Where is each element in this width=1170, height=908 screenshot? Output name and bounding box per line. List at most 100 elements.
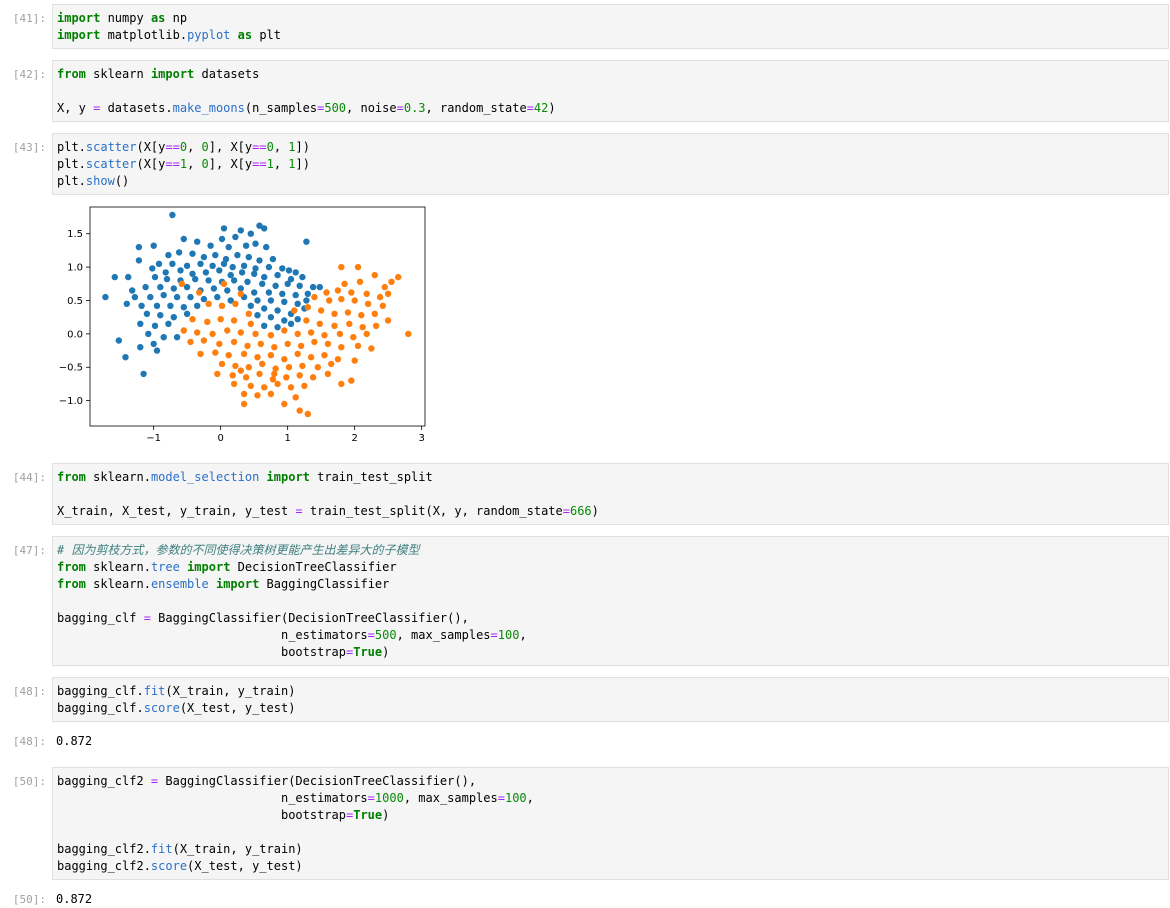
code-token: X_train, X_test, y_train, y_test	[57, 504, 296, 518]
scatter-point-series-1	[257, 340, 264, 348]
scatter-point-series-1	[405, 330, 412, 338]
code-token: 1	[288, 140, 296, 154]
code-line[interactable]: n_estimators=1000, max_samples=100,	[57, 790, 534, 807]
scatter-point-series-0	[183, 310, 191, 317]
scatter-point-series-0	[145, 330, 152, 338]
code-cell[interactable]: bagging_clf.fit(X_train, y_train) bagging…	[52, 677, 1169, 722]
code-line[interactable]: from sklearn import datasets	[57, 66, 259, 83]
scatter-point-series-1	[240, 390, 248, 398]
code-token: 100	[504, 791, 527, 805]
code-line[interactable]: plt.show()	[57, 173, 129, 190]
scatter-point-series-0	[135, 243, 143, 251]
code-line[interactable]: import matplotlib.pyplot as plt	[57, 27, 281, 44]
code-line[interactable]: bootstrap=True)	[57, 807, 389, 824]
code-cell[interactable]: import numpy as np import matplotlib.pypl…	[52, 4, 1169, 49]
code-line[interactable]: from sklearn.tree import DecisionTreeCla…	[57, 559, 397, 576]
code-cell[interactable]: from sklearn import datasets X, y = datas…	[52, 60, 1169, 122]
scatter-point-series-0	[304, 290, 311, 297]
y-tick-label: 1.5	[67, 229, 83, 240]
code-token: bagging_clf2.	[57, 859, 151, 873]
scatter-point-series-0	[218, 235, 226, 243]
scatter-point-series-1	[218, 302, 226, 309]
scatter-point-series-1	[331, 310, 338, 317]
code-token: True	[353, 808, 383, 822]
code-token: DecisionTreeClassifier	[230, 560, 397, 574]
scatter-point-series-1	[256, 370, 263, 378]
scatter-point-series-0	[180, 235, 187, 243]
input-prompt: [43]:	[12, 141, 46, 154]
code-line[interactable]: bootstrap=True)	[57, 644, 389, 661]
code-token: model_selection	[150, 470, 260, 484]
y-tick-label: −1.0	[59, 396, 83, 407]
scatter-point-series-1	[230, 338, 238, 346]
scatter-point-series-1	[178, 280, 185, 287]
code-token: ,	[273, 140, 289, 154]
scatter-point-series-0	[299, 273, 306, 281]
input-prompt: [42]:	[12, 68, 46, 81]
scatter-point-series-0	[129, 287, 136, 294]
code-line[interactable]: bagging_clf.score(X_test, y_test)	[57, 700, 295, 717]
code-cell[interactable]: bagging_clf2 = BaggingClassifier(Decisio…	[52, 767, 1169, 880]
code-token: 0	[266, 140, 274, 154]
scatter-point-series-0	[210, 285, 218, 292]
code-line[interactable]: n_estimators=500, max_samples=100,	[57, 627, 527, 644]
input-prompt: [47]:	[12, 544, 46, 557]
scatter-point-series-1	[214, 370, 221, 378]
scatter-point-series-0	[251, 289, 258, 296]
code-line[interactable]: bagging_clf2.fit(X_train, y_train)	[57, 841, 303, 858]
scatter-point-series-0	[165, 320, 172, 327]
y-tick-label: −0.5	[59, 363, 83, 374]
code-line[interactable]: # 因为剪枝方式，参数的不同使得决策树更能产生出差异大的子模型	[57, 542, 419, 559]
scatter-point-series-0	[194, 238, 201, 245]
code-token: bagging_clf.	[57, 684, 144, 698]
code-line[interactable]: from sklearn.ensemble import BaggingClas…	[57, 576, 389, 593]
code-line[interactable]: plt.scatter(X[y==0, 0], X[y==0, 1])	[57, 139, 310, 156]
code-token: fit	[150, 842, 173, 856]
scatter-point-series-1	[348, 377, 355, 384]
code-line[interactable]: X_train, X_test, y_train, y_test = train…	[57, 503, 599, 520]
code-token: =	[150, 774, 159, 788]
scatter-point-series-1	[372, 322, 380, 329]
scatter-point-series-1	[336, 330, 344, 338]
scatter-point-series-1	[225, 352, 232, 359]
code-cell[interactable]: plt.scatter(X[y==0, 0], X[y==0, 1]) plt.s…	[52, 133, 1169, 195]
scatter-point-series-0	[296, 282, 303, 289]
code-cell[interactable]: from sklearn.model_selection import trai…	[52, 463, 1169, 525]
code-token: =	[367, 628, 375, 642]
code-token: 0.3	[403, 101, 426, 115]
scatter-point-series-1	[311, 338, 318, 346]
scatter-point-series-0	[279, 290, 286, 297]
code-token: import	[57, 11, 101, 25]
code-cell[interactable]: # 因为剪枝方式，参数的不同使得决策树更能产生出差异大的子模型 from skle…	[52, 536, 1169, 666]
code-line[interactable]: import numpy as np	[57, 10, 187, 27]
scatter-point-series-0	[220, 225, 228, 232]
code-line[interactable]: bagging_clf.fit(X_train, y_train)	[57, 683, 295, 700]
code-token: plt.	[57, 157, 86, 171]
scatter-point-series-0	[292, 291, 299, 299]
scatter-point-series-0	[189, 250, 196, 257]
scatter-point-series-1	[363, 330, 370, 338]
code-token: )	[382, 645, 390, 659]
scatter-point-series-1	[354, 342, 362, 350]
code-line[interactable]: bagging_clf2 = BaggingClassifier(Decisio…	[57, 773, 476, 790]
code-line[interactable]: bagging_clf = BaggingClassifier(Decision…	[57, 610, 469, 627]
scatter-point-series-0	[245, 253, 252, 261]
code-token: bagging_clf2	[57, 774, 151, 788]
scatter-point-series-0	[303, 238, 310, 245]
scatter-point-series-1	[247, 382, 254, 390]
scatter-point-series-1	[296, 372, 303, 379]
code-token: ==	[165, 157, 180, 171]
scatter-point-series-0	[259, 280, 266, 287]
scatter-point-series-0	[192, 275, 199, 283]
code-line[interactable]: X, y = datasets.make_moons(n_samples=500…	[57, 100, 556, 117]
scatter-point-series-0	[279, 265, 286, 272]
scatter-point-series-1	[338, 263, 345, 271]
code-line[interactable]: plt.scatter(X[y==1, 0], X[y==1, 1])	[57, 156, 310, 173]
scatter-point-series-1	[283, 374, 290, 381]
code-token: fit	[143, 684, 166, 698]
code-line[interactable]: bagging_clf2.score(X_test, y_test)	[57, 858, 303, 875]
code-line[interactable]: from sklearn.model_selection import trai…	[57, 469, 433, 486]
scatter-point-series-0	[267, 314, 275, 321]
scatter-point-series-0	[155, 260, 163, 267]
scatter-point-series-1	[368, 345, 375, 352]
